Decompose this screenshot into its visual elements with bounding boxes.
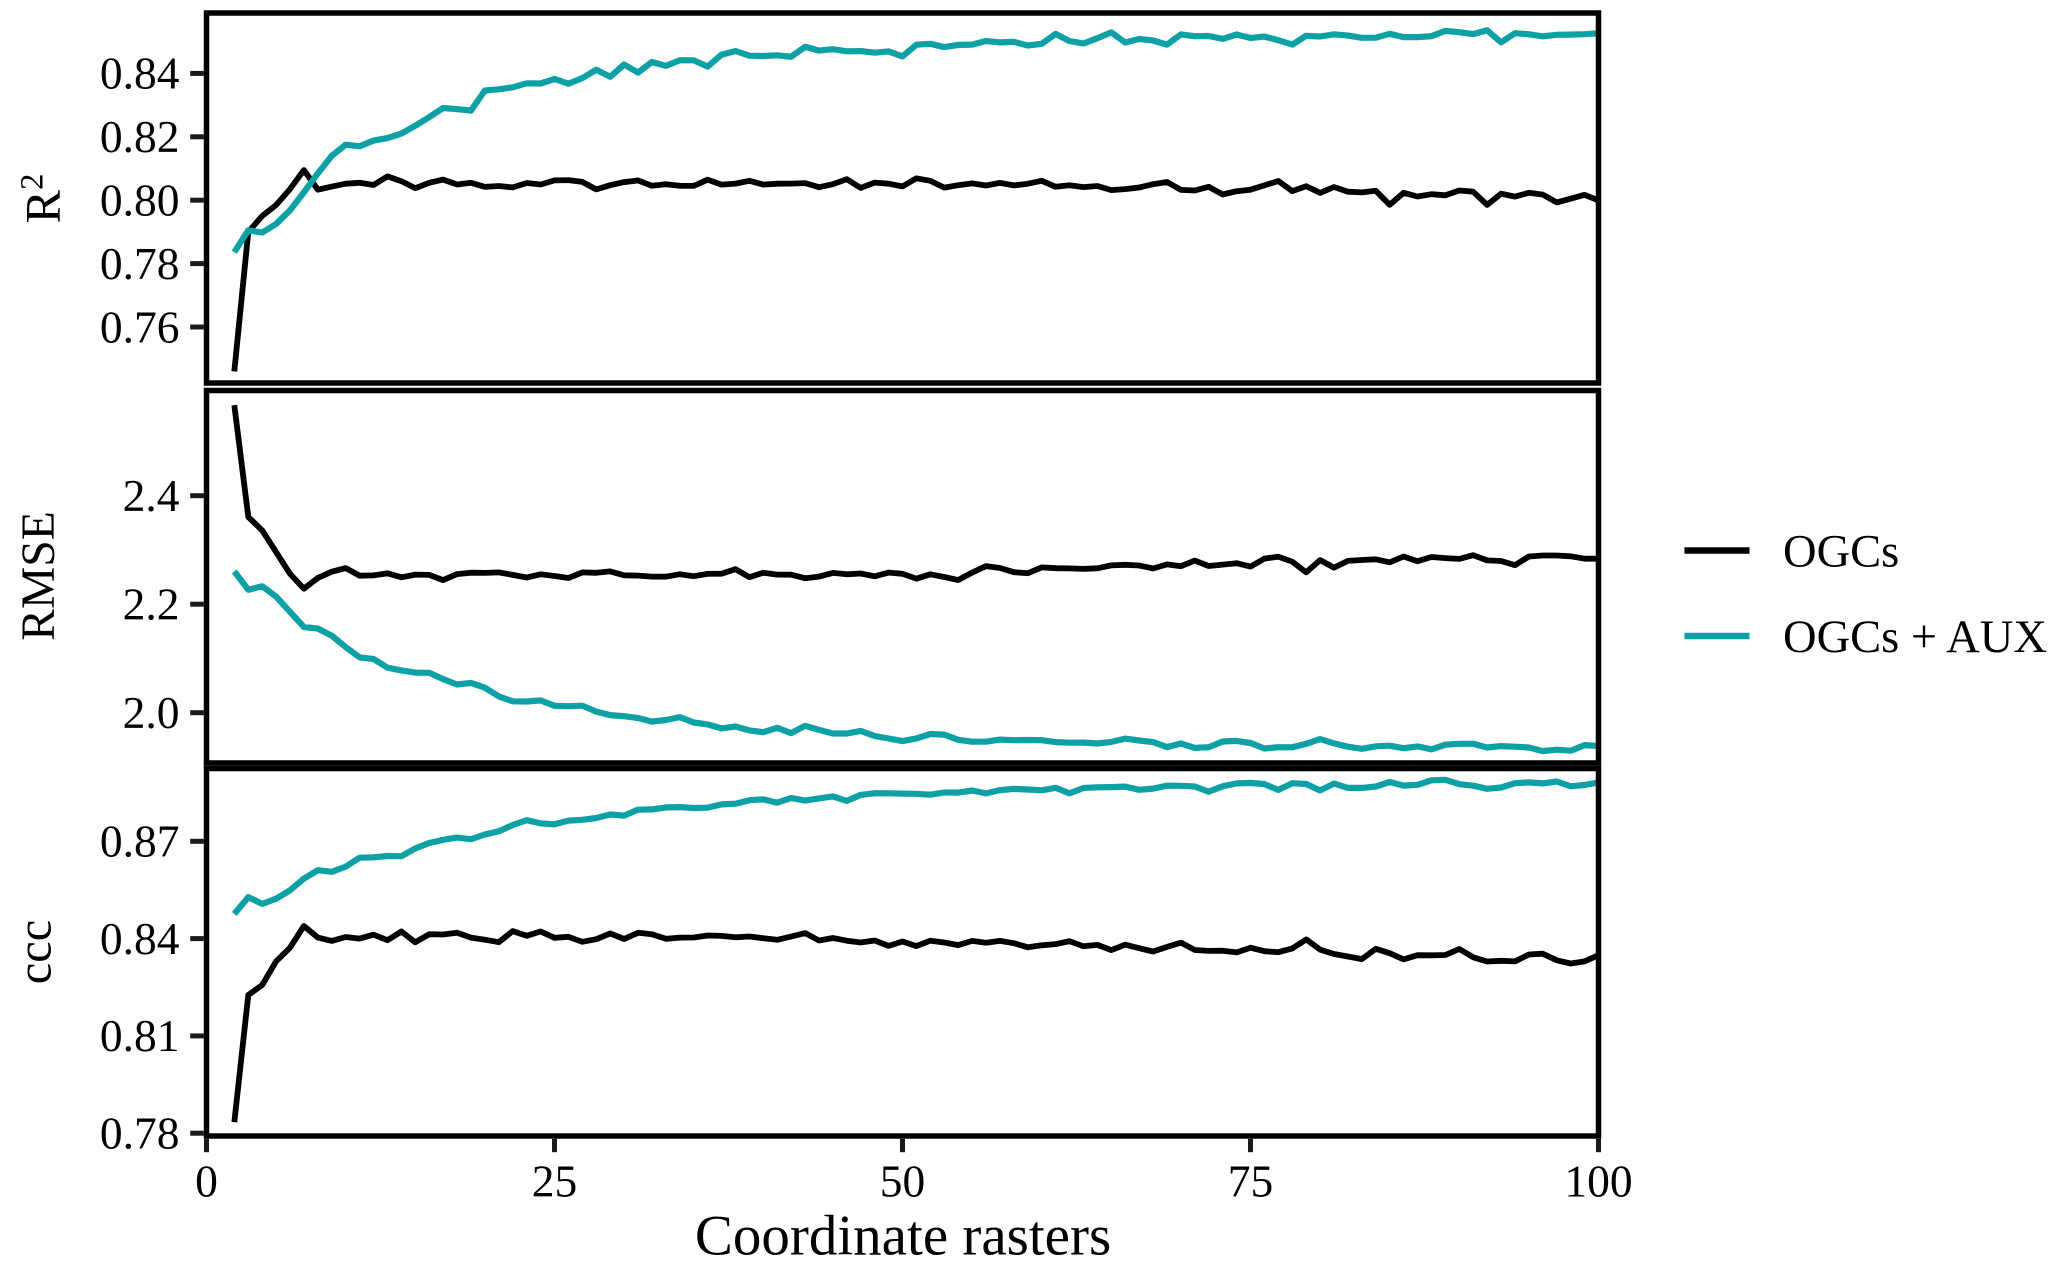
svg-text:2.0: 2.0 bbox=[123, 687, 180, 738]
svg-text:0.82: 0.82 bbox=[100, 111, 180, 162]
svg-text:OGCs: OGCs bbox=[1783, 527, 1899, 578]
svg-text:ccc: ccc bbox=[8, 920, 61, 985]
svg-text:0.76: 0.76 bbox=[100, 301, 180, 352]
svg-text:OGCs + AUX: OGCs + AUX bbox=[1783, 612, 2047, 663]
svg-text:Coordinate rasters: Coordinate rasters bbox=[695, 1205, 1111, 1268]
svg-text:RMSE: RMSE bbox=[13, 511, 65, 641]
svg-text:0.80: 0.80 bbox=[100, 175, 180, 226]
svg-text:0.87: 0.87 bbox=[100, 816, 180, 867]
svg-text:0.81: 0.81 bbox=[100, 1010, 180, 1061]
svg-text:50: 50 bbox=[880, 1155, 926, 1206]
svg-text:25: 25 bbox=[532, 1155, 578, 1206]
svg-text:2.4: 2.4 bbox=[123, 470, 180, 521]
svg-text:0.78: 0.78 bbox=[100, 238, 180, 289]
svg-text:100: 100 bbox=[1564, 1155, 1632, 1206]
svg-text:0.78: 0.78 bbox=[100, 1108, 180, 1159]
svg-text:2.2: 2.2 bbox=[123, 579, 180, 630]
svg-text:0: 0 bbox=[195, 1155, 218, 1206]
svg-text:75: 75 bbox=[1228, 1155, 1274, 1206]
svg-text:0.84: 0.84 bbox=[100, 913, 180, 964]
svg-text:0.84: 0.84 bbox=[100, 48, 180, 99]
